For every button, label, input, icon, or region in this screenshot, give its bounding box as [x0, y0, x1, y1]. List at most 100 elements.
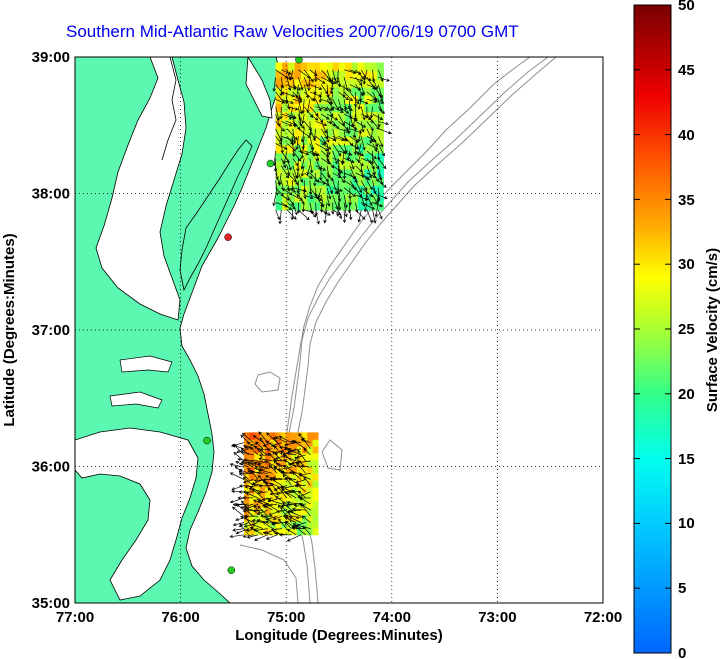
velocity-cell: [351, 152, 359, 162]
velocity-cell: [244, 473, 250, 481]
velocity-arrow: [355, 158, 364, 167]
velocity-arrow: [257, 505, 268, 517]
velocity-cell: [275, 193, 283, 203]
velocity-cell: [286, 439, 293, 447]
velocity-cell: [259, 466, 266, 474]
velocity-cell: [301, 201, 308, 211]
velocity-arrow: [349, 158, 355, 170]
velocity-arrow: [260, 514, 273, 518]
velocity-arrow: [275, 180, 279, 196]
velocity-cell: [332, 128, 340, 137]
velocity-arrow: [303, 106, 314, 118]
velocity-arrow: [298, 91, 303, 102]
velocity-arrow: [286, 143, 297, 152]
velocity-arrow: [279, 106, 283, 120]
velocity-cell: [307, 507, 314, 515]
velocity-cell: [307, 177, 315, 186]
velocity-cell: [286, 521, 293, 529]
velocity-cell: [377, 144, 384, 154]
velocity-arrow: [357, 150, 362, 164]
velocity-cell: [326, 136, 334, 145]
velocity-arrow: [242, 495, 254, 500]
velocity-arrow: [372, 143, 378, 153]
velocity-cell: [345, 193, 353, 203]
velocity-arrow: [259, 437, 268, 450]
velocity-arrow: [306, 99, 311, 114]
velocity-arrow: [235, 528, 249, 535]
velocity-cell: [280, 432, 287, 440]
velocity-cell: [313, 136, 321, 145]
velocity-arrow: [275, 135, 283, 146]
velocity-arrow: [274, 448, 287, 455]
velocity-cell: [320, 103, 327, 113]
velocity-cell: [282, 103, 289, 113]
velocity-arrow: [251, 519, 264, 523]
velocity-cell: [320, 144, 327, 154]
velocity-arrow: [326, 99, 334, 111]
velocity-cell: [244, 452, 250, 461]
velocity-cell: [370, 201, 378, 211]
velocity-arrow: [287, 462, 302, 468]
velocity-cell: [254, 452, 261, 461]
velocity-cell: [270, 493, 277, 502]
velocity-arrow: [377, 69, 384, 82]
velocity-arrow: [286, 209, 297, 220]
velocity-arrow: [278, 209, 282, 225]
velocity-arrow: [366, 121, 374, 131]
velocity-cell: [307, 446, 314, 454]
velocity-arrow: [292, 128, 297, 145]
velocity-arrow: [304, 172, 313, 179]
velocity-cell: [291, 452, 298, 461]
velocity-cell: [326, 78, 334, 88]
velocity-cell: [312, 473, 319, 481]
velocity-arrow: [275, 106, 281, 121]
velocity-cell: [286, 493, 293, 502]
velocity-cell: [259, 521, 266, 529]
velocity-cell: [296, 527, 303, 536]
velocity-cell: [307, 452, 314, 461]
velocity-cell: [270, 466, 277, 474]
velocity-arrow: [321, 172, 329, 183]
velocity-cell: [358, 144, 365, 154]
velocity-arrow: [278, 518, 287, 529]
velocity-arrow: [298, 106, 302, 122]
velocity-cell: [302, 521, 308, 529]
velocity-arrow: [300, 464, 311, 468]
velocity-cell: [307, 500, 314, 508]
velocity-cell: [351, 168, 359, 178]
velocity-cell: [302, 459, 308, 468]
velocity-cell: [377, 193, 384, 203]
velocity-arrow: [332, 121, 339, 130]
velocity-cell: [244, 487, 250, 495]
velocity-arrow: [321, 113, 330, 120]
colorbar-tick-label: 10: [678, 515, 695, 532]
velocity-arrow: [338, 99, 343, 112]
velocity-arrow: [326, 84, 330, 99]
velocity-arrow: [281, 202, 293, 211]
colorbar-tick-label: 15: [678, 451, 695, 468]
velocity-cell: [270, 446, 277, 454]
delaware-bay: [245, 57, 273, 119]
velocity-cell: [294, 152, 302, 162]
velocity-arrow: [349, 128, 363, 134]
velocity-arrow: [342, 84, 346, 99]
velocity-arrow: [286, 165, 291, 176]
velocity-arrow: [360, 180, 367, 191]
velocity-arrow: [355, 136, 360, 151]
velocity-cell: [326, 201, 334, 211]
velocity-cell: [275, 95, 283, 104]
velocity-cell: [302, 439, 308, 447]
velocity-arrow: [247, 462, 259, 468]
velocity-arrow: [303, 77, 309, 88]
velocity-arrow: [303, 476, 311, 486]
velocity-cell: [370, 70, 378, 80]
velocity-arrow: [243, 503, 254, 508]
velocity-arrow: [326, 121, 337, 127]
velocity-cell: [254, 480, 261, 488]
velocity-arrow: [366, 165, 373, 179]
velocity-arrow: [281, 121, 293, 127]
velocity-arrow: [264, 474, 278, 480]
velocity-cell: [307, 111, 315, 121]
velocity-arrow: [258, 431, 268, 443]
velocity-cell: [254, 473, 261, 481]
